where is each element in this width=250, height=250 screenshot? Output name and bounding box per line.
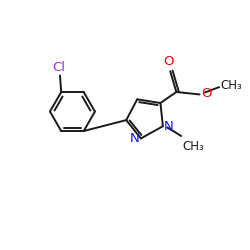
- Text: N: N: [164, 120, 174, 133]
- Text: CH₃: CH₃: [182, 140, 204, 153]
- Text: O: O: [164, 55, 174, 68]
- Text: O: O: [201, 87, 211, 100]
- Text: CH₃: CH₃: [220, 80, 242, 92]
- Text: N: N: [130, 132, 140, 145]
- Text: Cl: Cl: [52, 61, 65, 74]
